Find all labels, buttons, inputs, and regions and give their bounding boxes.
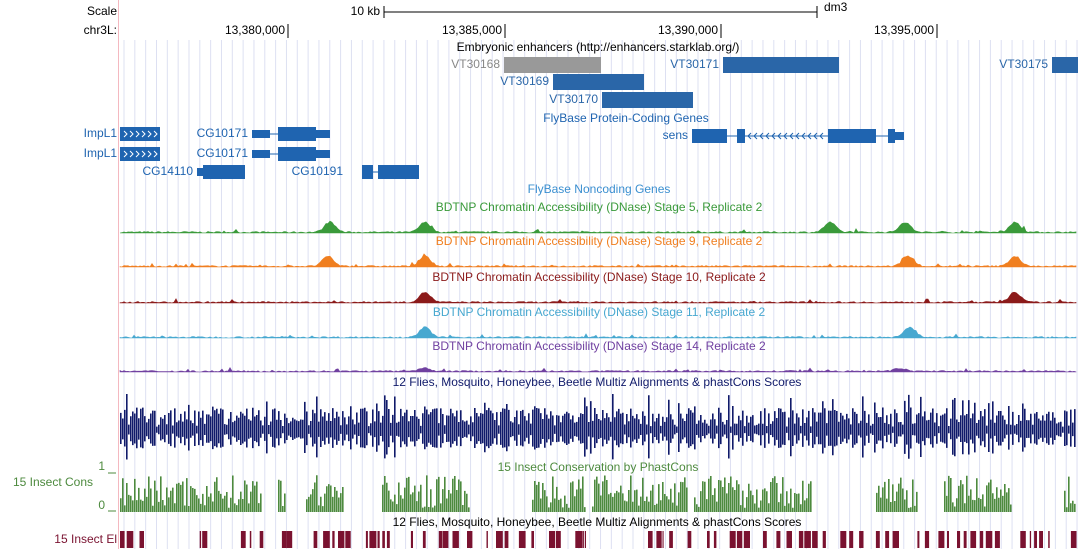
strand-arrow [795,132,800,140]
strand-arrow [129,150,134,158]
strand-arrow [783,132,788,140]
strand-arrow [129,130,134,138]
gene-label: CG10171 [197,146,249,160]
exon [378,165,419,179]
assembly: dm3 [824,0,848,14]
strand-arrow [123,130,128,138]
exon [203,165,245,179]
track-title: BDTNP Chromatin Accessibility (DNase) St… [436,234,763,248]
exon [692,129,727,143]
alignment-signal [120,393,1076,460]
strand-arrow [747,132,752,140]
gene-label: ImpL1 [84,126,118,140]
enhancer-label: VT30168 [451,57,500,71]
exon [120,127,160,141]
strand-arrow [759,132,764,140]
utr [252,130,270,138]
accessibility-signal [119,367,1077,373]
utr [895,132,904,140]
exon [828,129,876,143]
strand-arrow [789,132,794,140]
strand-arrow [753,132,758,140]
track-title: BDTNP Chromatin Accessibility (DNase) St… [433,305,766,319]
utr [197,168,203,176]
enhancer [723,57,839,73]
accessibility-signal [119,253,1077,268]
strand-arrow [135,150,140,158]
utr [316,150,330,158]
strand-arrow [765,132,770,140]
strand-arrow [777,132,782,140]
track-label: 15 Insect El [54,532,117,546]
utr [316,130,330,138]
enhancer-label: VT30175 [999,57,1048,71]
accessibility-signal [119,220,1077,234]
track-title: BDTNP Chromatin Accessibility (DNase) St… [436,200,763,214]
enhancer [602,92,693,108]
position-label: 13,390,000 [658,23,718,37]
exon [278,147,316,161]
strand-arrow [123,150,128,158]
strand-arrow [147,130,152,138]
chrom-label: chr3L: [84,23,117,37]
strand-arrow [807,132,812,140]
enhancer [553,74,644,90]
enhancer [504,57,601,73]
gene-label: CG10191 [292,164,344,178]
track-title: FlyBase Protein-Coding Genes [543,111,708,125]
position-label: 13,395,000 [874,23,934,37]
gene-label: CG10171 [197,126,249,140]
strand-arrow [813,132,818,140]
gene-label: CG14110 [143,164,194,178]
strand-arrow [153,150,158,158]
strand-arrow [819,132,824,140]
utr [252,150,270,158]
enhancer-label: VT30171 [670,57,719,71]
accessibility-signal [119,326,1077,339]
accessibility-signal [119,291,1077,304]
strand-arrow [153,130,158,138]
exon [362,165,373,179]
track-label: 15 Insect Cons [13,475,93,489]
scale-size: 10 kb [351,4,381,18]
track-title: 12 Flies, Mosquito, Honeybee, Beetle Mul… [393,515,802,529]
track-title: FlyBase Noncoding Genes [528,182,671,196]
scale-label: Scale [87,4,117,18]
conserved-elements [120,531,1077,548]
enhancer [1052,57,1078,73]
gene-label: sens [663,128,688,142]
track-title: BDTNP Chromatin Accessibility (DNase) St… [432,339,766,353]
position-label: 13,385,000 [442,23,502,37]
exon [278,127,316,141]
axis-label: 1 [98,459,105,473]
strand-arrow [141,150,146,158]
track-title: 12 Flies, Mosquito, Honeybee, Beetle Mul… [393,375,802,389]
track-title: BDTNP Chromatin Accessibility (DNase) St… [432,270,766,284]
axis-label: 0 [98,498,105,512]
position-label: 13,380,000 [225,23,285,37]
gene-label: ImpL1 [84,146,118,160]
track-title: 15 Insect Conservation by PhastCons [498,460,699,474]
track-title: Embryonic enhancers (http://enhancers.st… [457,40,740,54]
strand-arrow [135,130,140,138]
strand-arrow [771,132,776,140]
enhancer-label: VT30170 [549,92,598,106]
conservation-signal [120,475,1076,512]
exon [888,129,895,143]
exon [737,129,745,143]
enhancer-label: VT30169 [500,74,549,88]
strand-arrow [801,132,806,140]
exon [120,147,160,161]
strand-arrow [147,150,152,158]
strand-arrow [141,130,146,138]
